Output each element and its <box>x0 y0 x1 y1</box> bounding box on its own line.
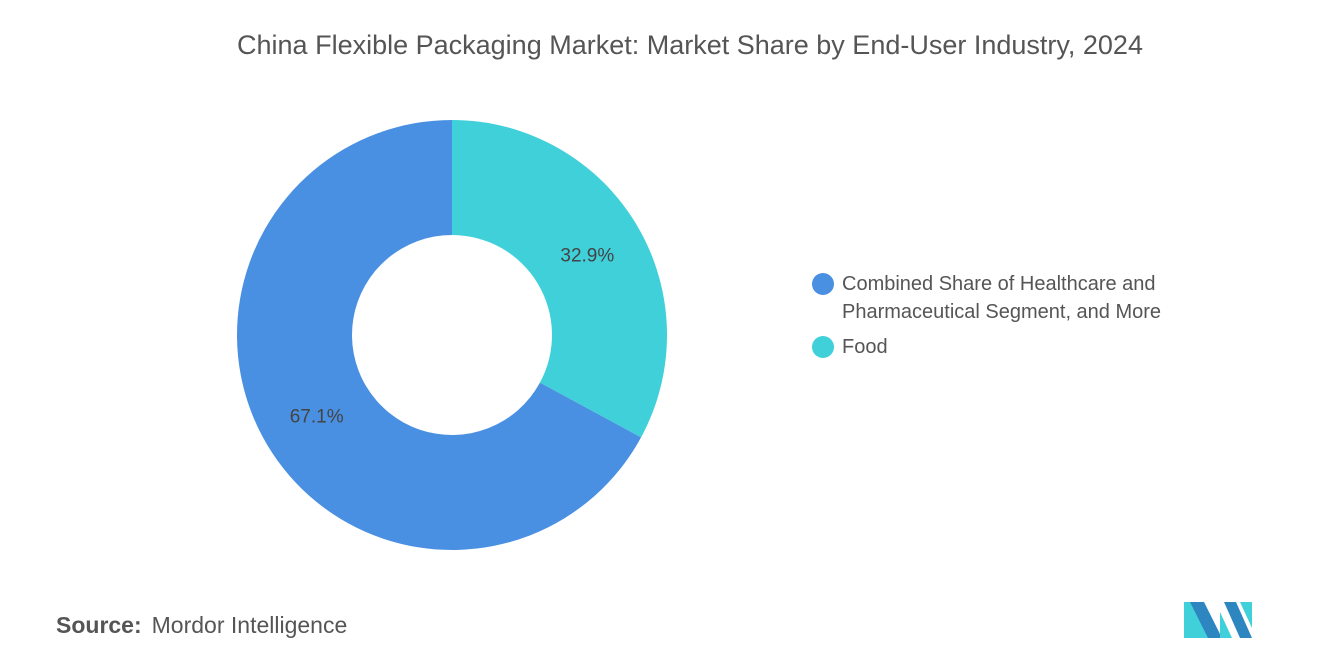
legend-label: Food <box>842 336 888 358</box>
slice-0 <box>452 120 667 438</box>
source-label: Source: <box>56 612 142 638</box>
source-note: Source: Mordor Intelligence <box>56 612 347 639</box>
slice-1 <box>236 120 642 550</box>
legend-label: Combined Share of Healthcare and Pharmac… <box>842 273 1162 323</box>
data-label-0: 32.9% <box>560 245 614 266</box>
source-value: Mordor Intelligence <box>151 612 348 638</box>
legend-item-food: Food <box>812 333 888 361</box>
data-label-1: 67.1% <box>290 407 344 428</box>
legend-item-healthcare: Combined Share of Healthcare and Pharmac… <box>812 270 1222 326</box>
legend-swatch-healthcare <box>812 273 834 295</box>
chart-title: China Flexible Packaging Market: Market … <box>237 30 1143 60</box>
mordor-logo <box>1184 602 1252 638</box>
legend-swatch-food <box>812 336 834 358</box>
